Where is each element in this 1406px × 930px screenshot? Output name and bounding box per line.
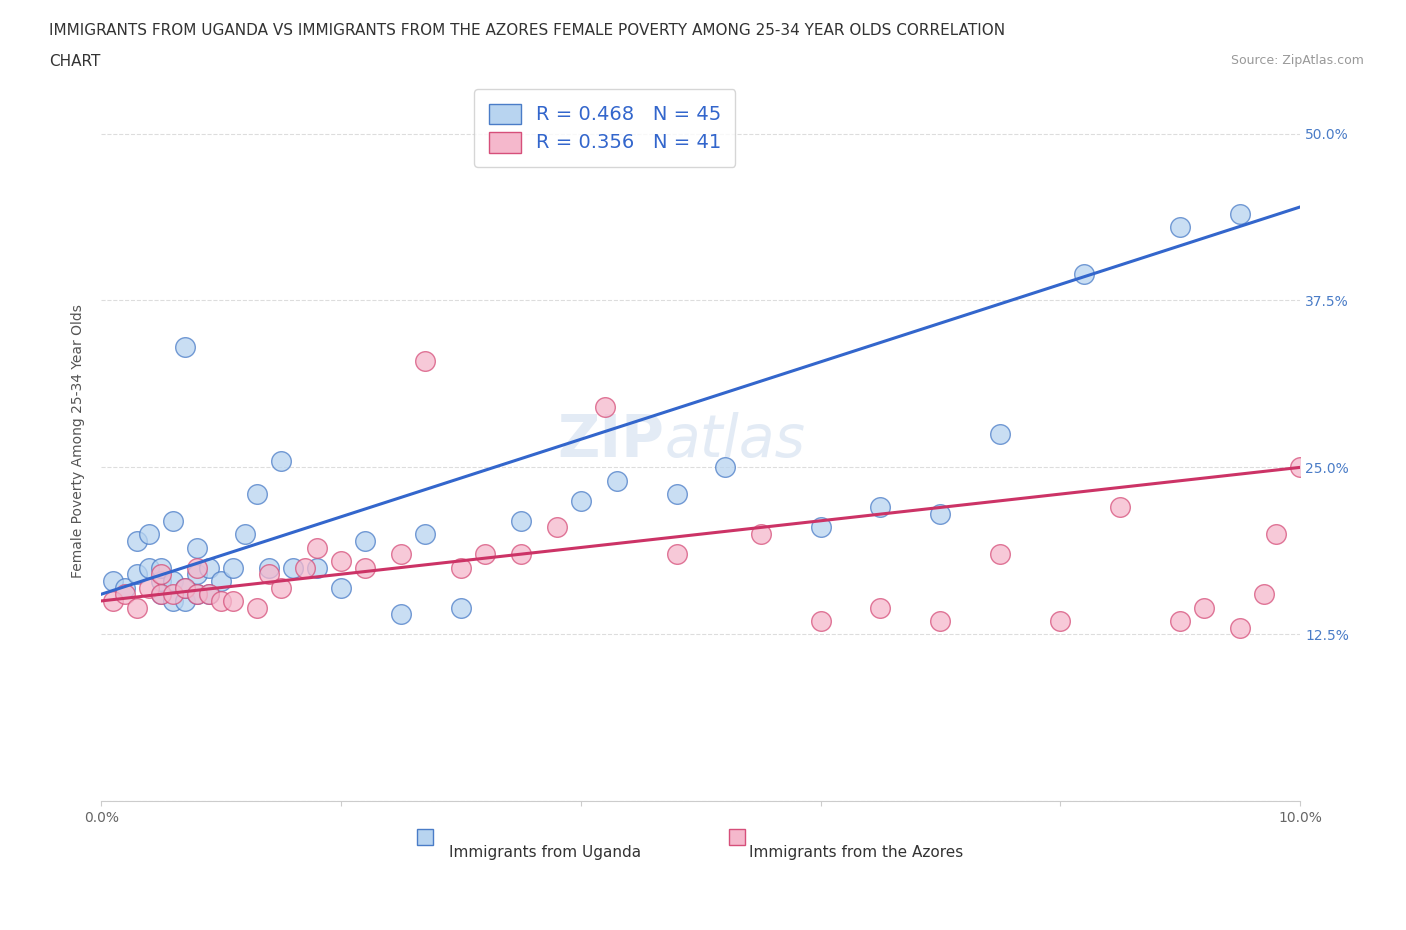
Point [257,560,280,575]
Point [174,593,197,608]
Point [150,574,173,589]
Point [127,566,149,581]
Point [810,520,832,535]
Point [138,580,160,595]
Point [114,580,136,595]
Point [150,560,173,575]
Point [233,526,256,541]
Point [1265,526,1288,541]
Point [174,580,197,595]
Text: CHART: CHART [49,54,101,69]
Point [186,540,208,555]
Y-axis label: Female Poverty Among 25-34 Year Olds: Female Poverty Among 25-34 Year Olds [72,304,86,578]
Point [354,534,377,549]
Point [330,580,353,595]
Point [1049,614,1071,629]
Text: Immigrants from Uganda: Immigrants from Uganda [449,844,641,859]
Point [246,486,269,501]
Point [150,587,173,602]
Point [929,614,952,629]
Text: Source: ZipAtlas.com: Source: ZipAtlas.com [1230,54,1364,67]
Point [209,574,232,589]
Point [246,600,269,615]
Point [1289,460,1312,475]
Point [127,534,149,549]
Point [103,593,125,608]
Point [810,614,832,629]
Point [162,587,184,602]
Point [186,587,208,602]
Point [988,547,1011,562]
Point [174,580,197,595]
Point [1253,587,1275,602]
Point [222,560,245,575]
Point [749,526,772,541]
Point [294,560,316,575]
Point [330,553,353,568]
Point [174,339,197,354]
Text: ZIP: ZIP [558,412,665,469]
Point [150,566,173,581]
Point [138,560,160,575]
Point [150,587,173,602]
Point [1192,600,1215,615]
Point [988,427,1011,442]
Point [665,486,688,501]
Point [1109,500,1132,515]
Point [606,473,628,488]
Point [1229,620,1251,635]
Point [450,600,472,615]
Point [474,547,496,562]
Point [162,574,184,589]
Point [413,526,436,541]
Text: IMMIGRANTS FROM UGANDA VS IMMIGRANTS FROM THE AZORES FEMALE POVERTY AMONG 25-34 : IMMIGRANTS FROM UGANDA VS IMMIGRANTS FRO… [49,23,1005,38]
Point [209,593,232,608]
Text: atlas: atlas [665,412,806,469]
Point [389,547,412,562]
Legend: R = 0.468   N = 45, R = 0.356   N = 41: R = 0.468 N = 45, R = 0.356 N = 41 [474,89,735,167]
Point [665,547,688,562]
Point [546,520,568,535]
Point [162,593,184,608]
Point [103,574,125,589]
Point [270,453,292,468]
Point [569,493,592,508]
Point [186,560,208,575]
Point [305,540,328,555]
Point [389,607,412,622]
Point [305,560,328,575]
Point [929,507,952,522]
Point [869,500,891,515]
Point [127,600,149,615]
Point [198,587,221,602]
Point [713,460,735,475]
Point [869,600,891,615]
Point [138,526,160,541]
Point [281,560,304,575]
Point [509,547,531,562]
Point [450,560,472,575]
Point [1229,206,1251,221]
Point [162,513,184,528]
Point [198,560,221,575]
Point [257,566,280,581]
Point [413,353,436,368]
Point [114,587,136,602]
Point [198,587,221,602]
Point [509,513,531,528]
Point [1168,219,1191,234]
Point [186,566,208,581]
Point [222,593,245,608]
Point [354,560,377,575]
Point [1168,614,1191,629]
Point [270,580,292,595]
Point [1073,266,1095,281]
Text: Immigrants from the Azores: Immigrants from the Azores [749,844,963,859]
Point [593,400,616,415]
Point [186,587,208,602]
